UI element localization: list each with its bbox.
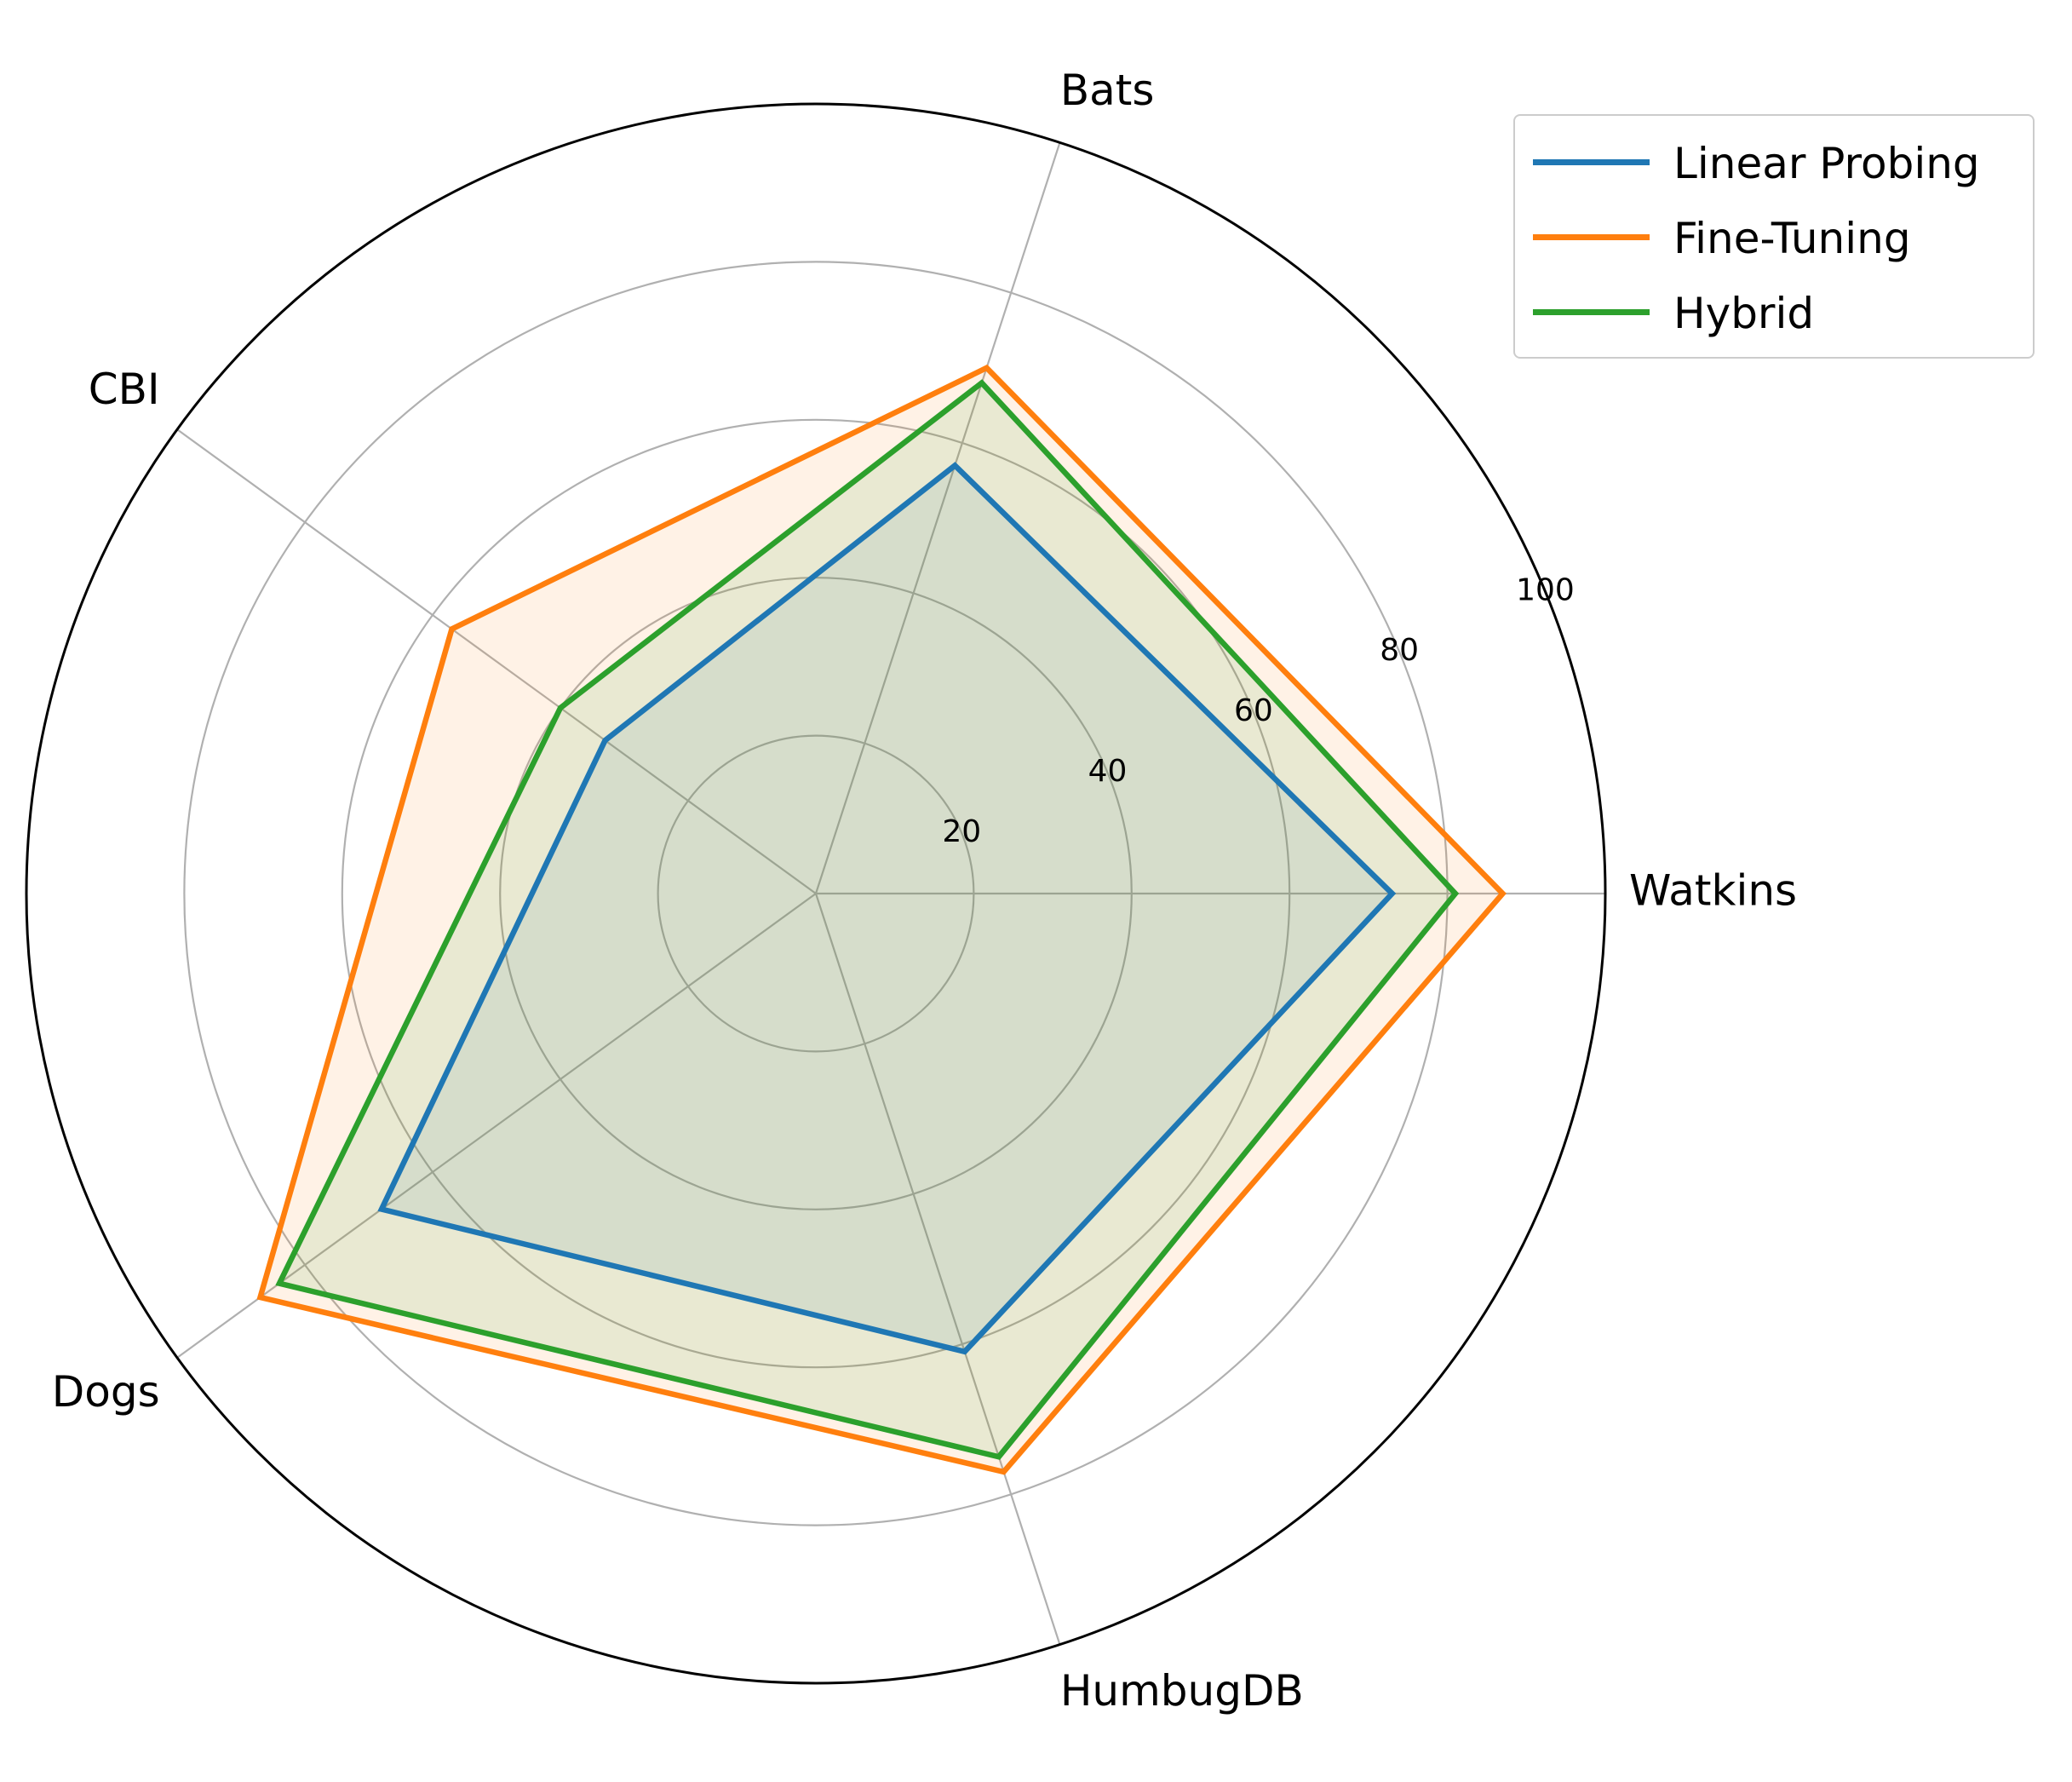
series-line <box>275 379 1460 1460</box>
category-label: Dogs <box>52 1367 160 1417</box>
legend: Linear Probing Fine-Tuning Hybrid <box>1513 114 2035 359</box>
legend-swatch <box>1533 234 1650 240</box>
legend-label: Hybrid <box>1673 289 1815 338</box>
legend-item-fine-tuning: Fine-Tuning <box>1515 208 2033 267</box>
grid-spoke <box>176 428 817 894</box>
series-line <box>377 462 1397 1355</box>
series-line <box>256 364 1507 1475</box>
outer-frame <box>25 102 1607 1685</box>
grid-spoke <box>814 893 1061 1645</box>
legend-item-hybrid: Hybrid <box>1515 283 2033 342</box>
series-fill <box>260 367 1503 1472</box>
category-label: CBI <box>89 365 160 414</box>
legend-item-linear-probing: Linear Probing <box>1515 133 2033 193</box>
category-labels: Watkins Bats CBI Dogs HumbugDB <box>52 66 1797 1716</box>
legend-label: Fine-Tuning <box>1673 214 1911 263</box>
radial-tick-label: 100 <box>1516 572 1575 607</box>
series-fill <box>279 382 1455 1457</box>
grid-spoke <box>814 142 1061 894</box>
radial-tick-label: 60 <box>1234 693 1273 728</box>
radial-tick-labels: 20 40 60 80 100 <box>942 572 1574 849</box>
legend-swatch <box>1533 309 1650 315</box>
series-lines <box>256 364 1507 1475</box>
series-fills <box>260 367 1503 1472</box>
series-fill <box>382 465 1392 1352</box>
category-label: Bats <box>1060 66 1155 115</box>
category-label: Watkins <box>1629 866 1797 916</box>
legend-swatch <box>1533 159 1650 165</box>
legend-label: Linear Probing <box>1673 139 1980 188</box>
radial-tick-label: 20 <box>942 814 981 849</box>
radial-tick-label: 80 <box>1380 633 1419 668</box>
outer-circle <box>25 102 1607 1685</box>
category-label: HumbugDB <box>1060 1666 1304 1716</box>
radial-tick-label: 40 <box>1088 754 1128 789</box>
